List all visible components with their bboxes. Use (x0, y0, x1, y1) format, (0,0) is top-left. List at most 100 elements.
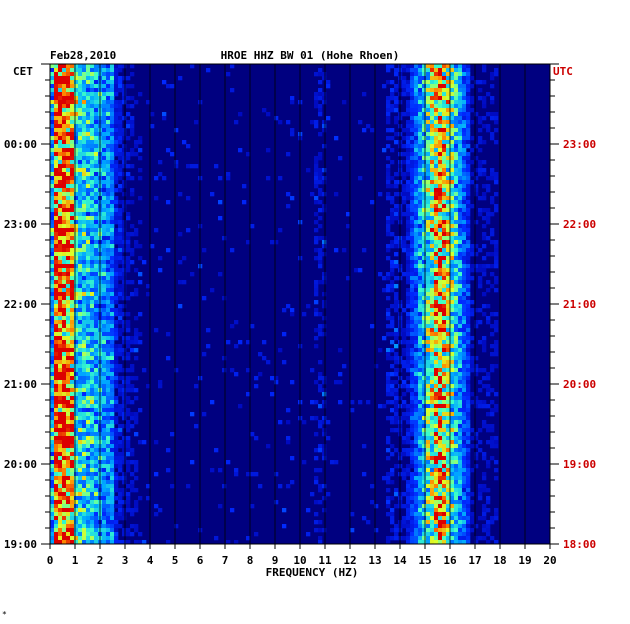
heatmap-cell (446, 260, 451, 265)
heatmap-cell (70, 512, 75, 517)
heatmap-cell (122, 220, 127, 225)
heatmap-cell (126, 464, 131, 469)
heatmap-cell (422, 464, 427, 469)
heatmap-cell (70, 260, 75, 265)
heatmap-cell (406, 288, 411, 293)
heatmap-cell (438, 372, 443, 377)
heatmap-cell (426, 284, 431, 289)
heatmap-cell (462, 512, 467, 517)
heatmap-cell (430, 72, 435, 77)
heatmap-cell (410, 424, 415, 429)
heatmap-cell (94, 452, 99, 457)
heatmap-cell (414, 268, 419, 273)
heatmap-cell (114, 268, 119, 273)
heatmap-cell (110, 84, 115, 89)
heatmap-cell (90, 336, 95, 341)
heatmap-cell (106, 392, 111, 397)
heatmap-cell (62, 380, 67, 385)
heatmap-cell (102, 332, 107, 337)
heatmap-cell (94, 208, 99, 213)
heatmap-cell (82, 236, 87, 241)
heatmap-cell (386, 448, 391, 453)
heatmap-cell (454, 200, 459, 205)
heatmap-cell (406, 84, 411, 89)
heatmap-cell (442, 320, 447, 325)
heatmap-cell (94, 144, 99, 149)
heatmap-cell (54, 456, 59, 461)
heatmap-cell (446, 64, 451, 69)
heatmap-cell (106, 480, 111, 485)
heatmap-cell (390, 452, 395, 457)
heatmap-cell (470, 180, 475, 185)
heatmap-cell (410, 364, 415, 369)
heatmap-cell (66, 64, 71, 69)
heatmap-cell (58, 308, 63, 313)
heatmap-cell (218, 176, 223, 181)
heatmap-cell (442, 384, 447, 389)
heatmap-cell (458, 356, 463, 361)
heatmap-cell (418, 316, 423, 321)
heatmap-cell (442, 432, 447, 437)
heatmap-cell (126, 256, 131, 261)
heatmap-cell (250, 324, 255, 329)
heatmap-cell (106, 292, 111, 297)
heatmap-cell (442, 428, 447, 433)
heatmap-cell (430, 500, 435, 505)
heatmap-cell (462, 504, 467, 509)
heatmap-cell (438, 324, 443, 329)
heatmap-cell (414, 300, 419, 305)
heatmap-cell (450, 320, 455, 325)
heatmap-cell (410, 492, 415, 497)
heatmap-cell (442, 236, 447, 241)
heatmap-cell (66, 488, 71, 493)
heatmap-cell (74, 152, 79, 157)
heatmap-cell (414, 80, 419, 85)
heatmap-cell (118, 504, 123, 509)
heatmap-cell (86, 256, 91, 261)
heatmap-cell (94, 192, 99, 197)
heatmap-cell (430, 132, 435, 137)
heatmap-cell (62, 512, 67, 517)
heatmap-cell (122, 348, 127, 353)
heatmap-cell (462, 204, 467, 209)
heatmap-cell (126, 212, 131, 217)
heatmap-cell (442, 472, 447, 477)
heatmap-cell (474, 444, 479, 449)
heatmap-cell (386, 180, 391, 185)
heatmap-cell (106, 476, 111, 481)
heatmap-cell (470, 492, 475, 497)
heatmap-cell (142, 440, 147, 445)
heatmap-cell (102, 504, 107, 509)
heatmap-cell (66, 152, 71, 157)
heatmap-cell (94, 80, 99, 85)
heatmap-cell (458, 316, 463, 321)
heatmap-cell (222, 368, 227, 373)
heatmap-cell (90, 432, 95, 437)
heatmap-cell (94, 188, 99, 193)
heatmap-cell (126, 440, 131, 445)
heatmap-cell (270, 392, 275, 397)
heatmap-cell (422, 168, 427, 173)
heatmap-cell (490, 176, 495, 181)
heatmap-cell (70, 504, 75, 509)
heatmap-cell (110, 312, 115, 317)
heatmap-cell (422, 252, 427, 257)
heatmap-cell (90, 164, 95, 169)
heatmap-cell (82, 164, 87, 169)
heatmap-cell (454, 232, 459, 237)
heatmap-cell (438, 332, 443, 337)
heatmap-cell (494, 240, 499, 245)
heatmap-cell (410, 240, 415, 245)
heatmap-cell (106, 328, 111, 333)
heatmap-cell (118, 244, 123, 249)
heatmap-cell (422, 372, 427, 377)
heatmap-cell (442, 216, 447, 221)
heatmap-cell (390, 244, 395, 249)
heatmap-cell (454, 360, 459, 365)
heatmap-cell (414, 348, 419, 353)
heatmap-cell (454, 476, 459, 481)
heatmap-cell (438, 144, 443, 149)
heatmap-cell (102, 500, 107, 505)
heatmap-cell (226, 460, 231, 465)
